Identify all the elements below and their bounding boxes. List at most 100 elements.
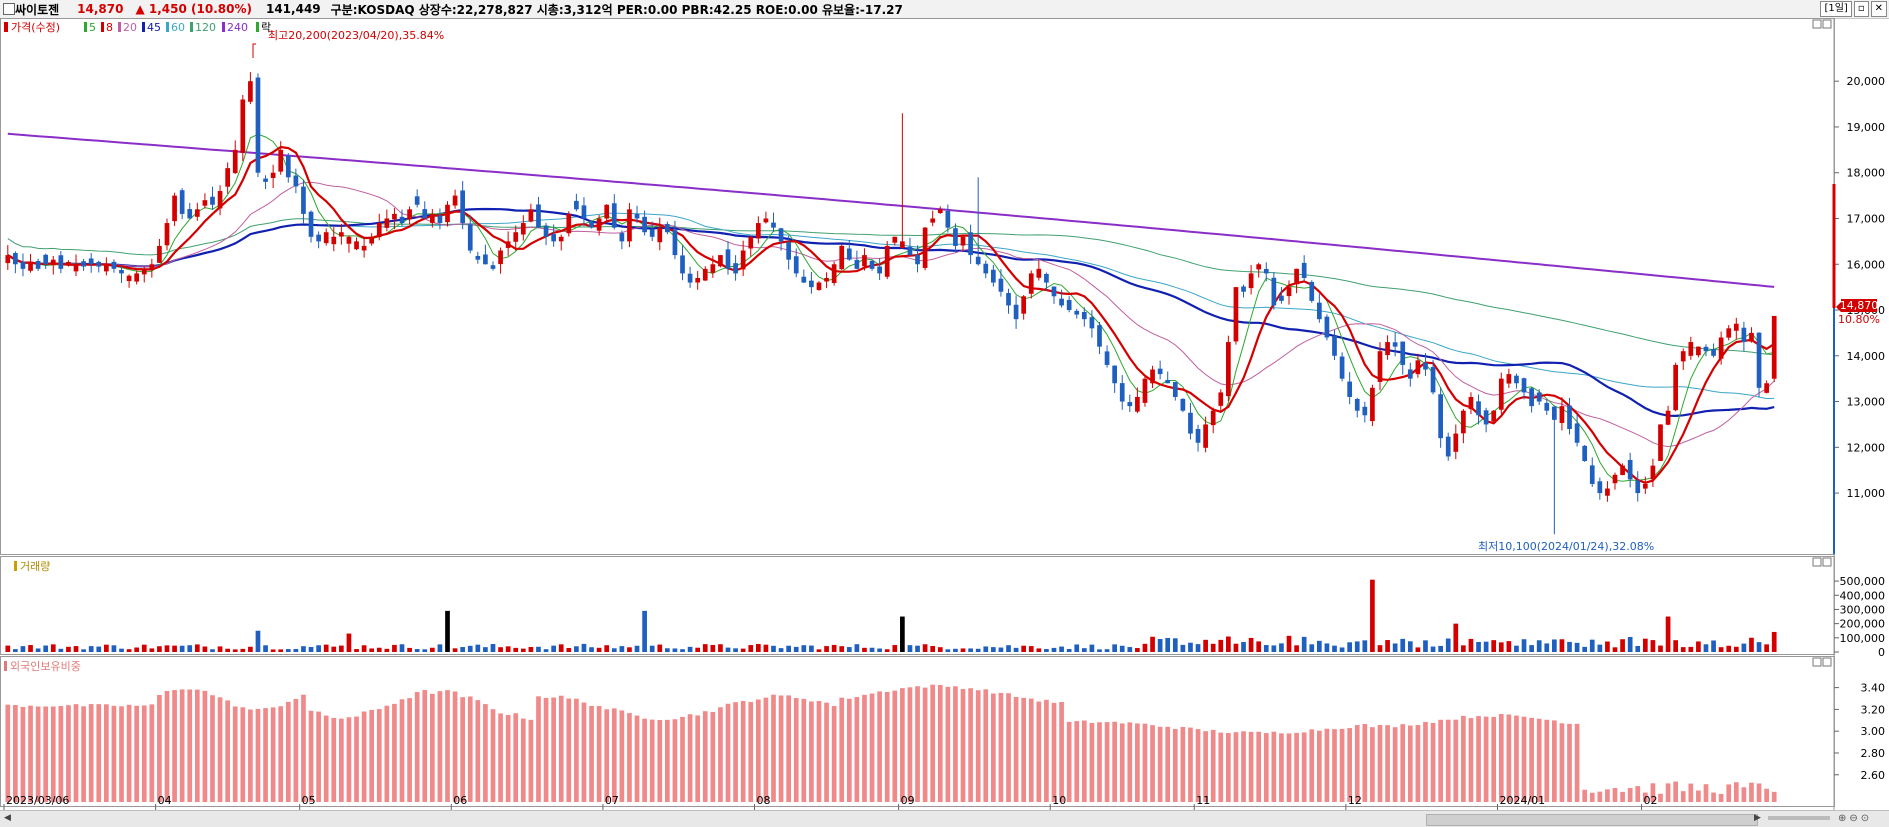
foreign-bar xyxy=(179,689,185,802)
candle-body xyxy=(1506,374,1512,384)
foreign-bar xyxy=(119,706,124,802)
volume-bar xyxy=(467,645,473,652)
chart-scrollbar[interactable]: ◀ ▶ ⊕ ⊖ ⊙ xyxy=(0,810,1889,827)
volume-bar xyxy=(1324,643,1330,652)
volume-bar xyxy=(543,649,549,652)
volume-bar xyxy=(369,648,375,652)
zoom-out-icon[interactable]: ⊖ xyxy=(1849,813,1858,824)
panel-close-icon[interactable] xyxy=(1822,657,1832,667)
volume-bar xyxy=(710,644,716,652)
price-tag-pointer xyxy=(1836,302,1841,312)
zoom-reset-icon[interactable]: ⊙ xyxy=(1860,813,1870,824)
close-icon[interactable]: ✕ xyxy=(1870,1,1887,17)
candle-body xyxy=(1627,460,1633,480)
candle-body xyxy=(922,227,928,268)
foreign-legend: 외국인보유비중 xyxy=(4,660,81,673)
candle-body xyxy=(536,204,541,228)
volume-bar xyxy=(1354,641,1360,652)
select-checkbox[interactable] xyxy=(3,3,15,15)
candle-body xyxy=(862,255,867,267)
foreign-bar xyxy=(1081,720,1087,802)
volume-bar xyxy=(50,644,56,652)
scroll-left-icon[interactable]: ◀ xyxy=(4,813,11,823)
x-tick-label: 11 xyxy=(1196,794,1210,807)
volume-bar xyxy=(1559,639,1565,652)
foreign-bar xyxy=(505,715,511,802)
panel-close-icon[interactable] xyxy=(1822,19,1832,29)
candle-body xyxy=(483,254,488,265)
legend-marker xyxy=(4,661,7,671)
volume-bar xyxy=(1316,640,1322,652)
foreign-bar xyxy=(665,719,670,802)
volume-bar xyxy=(1407,641,1413,652)
x-tick-label: 10 xyxy=(1052,794,1066,807)
foreign-bar xyxy=(194,689,200,802)
foreign-bar xyxy=(1263,733,1269,802)
zoom-slider[interactable] xyxy=(1768,816,1830,820)
candle-body xyxy=(1263,268,1269,274)
foreign-bar xyxy=(1233,732,1239,802)
candle-body xyxy=(407,209,412,220)
volume-bar xyxy=(983,646,989,652)
panel-maximize-icon[interactable] xyxy=(1812,557,1822,567)
foreign-bar xyxy=(1172,728,1178,802)
candle-body xyxy=(20,261,26,269)
candle-body xyxy=(445,204,450,223)
volume-bar xyxy=(505,646,511,652)
high-label: 최고20,200(2023/04/20),35.84% xyxy=(268,29,444,42)
volume-bar xyxy=(475,644,481,652)
candle-body xyxy=(1248,273,1254,289)
volume-bar xyxy=(157,646,162,652)
candle-body xyxy=(1749,332,1754,342)
foreign-bar xyxy=(384,705,390,802)
candle-body xyxy=(384,218,390,228)
zoom-in-icon[interactable]: ⊕ xyxy=(1838,813,1847,824)
foreign-bar xyxy=(1476,716,1481,802)
foreign-bar xyxy=(968,688,973,802)
candle-body xyxy=(1567,405,1572,430)
candle-body xyxy=(187,209,193,219)
x-tick-label: 2023/03/06 xyxy=(6,794,69,807)
volume-bar xyxy=(1142,643,1148,652)
panel-maximize-icon[interactable] xyxy=(1812,19,1822,29)
candle-body xyxy=(558,236,564,242)
volume-bar xyxy=(960,648,966,652)
candle-body xyxy=(1044,273,1049,283)
foreign-bar xyxy=(1157,726,1163,802)
candle-body xyxy=(460,190,466,224)
candle-body xyxy=(1142,378,1148,403)
foreign-bar xyxy=(1635,786,1641,802)
volume-bar xyxy=(28,645,33,652)
minimize-icon[interactable]: ▫ xyxy=(1853,1,1869,17)
foreign-bar xyxy=(1248,731,1254,802)
candle-body xyxy=(566,213,572,234)
period-selector[interactable]: [1일] xyxy=(1820,1,1852,17)
volume-bar xyxy=(998,647,1004,652)
panel-maximize-icon[interactable] xyxy=(1812,657,1822,667)
foreign-bar xyxy=(263,708,268,802)
legend-marker xyxy=(101,22,104,32)
scroll-thumb[interactable] xyxy=(1426,814,1758,826)
foreign-tick-label: 2.80 xyxy=(1861,747,1886,760)
legend-marker xyxy=(142,22,145,32)
candle-body xyxy=(1112,365,1117,384)
foreign-bar xyxy=(1324,728,1330,802)
panel-close-icon[interactable] xyxy=(1822,557,1832,567)
candle-body xyxy=(1362,406,1368,416)
volume-bar xyxy=(1112,644,1117,652)
volume-bar xyxy=(702,644,708,652)
volume-bar xyxy=(1627,637,1633,652)
foreign-bar xyxy=(907,687,913,802)
foreign-bar xyxy=(187,689,193,802)
candle-body xyxy=(1514,375,1519,384)
foreign-bar xyxy=(1453,719,1459,802)
scroll-right-icon[interactable]: ▶ xyxy=(1754,813,1761,823)
candle-body xyxy=(649,229,655,237)
foreign-bar xyxy=(763,697,769,802)
foreign-bar xyxy=(672,719,678,802)
candle-body xyxy=(35,261,41,269)
candle-body xyxy=(28,261,33,271)
volume-bar xyxy=(179,645,185,652)
volume-bar xyxy=(1347,642,1353,652)
foreign-bar xyxy=(331,717,337,802)
